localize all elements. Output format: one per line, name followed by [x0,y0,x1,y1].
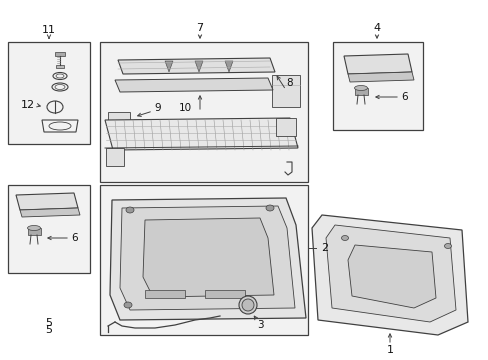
Ellipse shape [27,225,41,230]
Text: 5: 5 [45,318,52,328]
Ellipse shape [239,296,257,314]
Text: 4: 4 [373,23,380,33]
Polygon shape [311,215,467,335]
Polygon shape [354,88,367,95]
Polygon shape [120,206,294,310]
Bar [332,42,422,130]
Ellipse shape [265,205,273,211]
Text: 8: 8 [286,78,293,88]
Ellipse shape [341,235,348,240]
Text: 3: 3 [256,320,263,330]
Polygon shape [224,61,232,72]
Polygon shape [20,208,80,217]
Bar [100,42,307,182]
Text: 7: 7 [196,23,203,33]
Polygon shape [105,118,297,150]
Text: 12: 12 [21,100,35,110]
Bar [8,185,90,273]
Text: 10: 10 [178,103,191,113]
Polygon shape [164,61,173,72]
Ellipse shape [444,243,450,248]
Text: 2: 2 [321,243,328,253]
Bar [271,75,299,107]
Polygon shape [55,52,65,56]
Text: 11: 11 [42,25,56,35]
Polygon shape [110,198,305,320]
Polygon shape [347,72,413,82]
Bar [108,112,130,132]
Polygon shape [16,193,78,210]
Bar [100,185,307,335]
Text: 1: 1 [386,345,393,355]
Text: 6: 6 [72,233,78,243]
Ellipse shape [124,302,132,308]
Polygon shape [325,225,455,322]
Text: 9: 9 [154,103,161,113]
Polygon shape [204,290,244,298]
Bar [8,42,90,144]
Polygon shape [343,54,411,74]
Bar [106,148,124,166]
Ellipse shape [126,207,134,213]
Ellipse shape [354,86,367,90]
Polygon shape [145,290,184,298]
Polygon shape [195,61,203,72]
Polygon shape [28,228,41,235]
Ellipse shape [242,299,253,311]
Polygon shape [115,78,272,92]
Bar [275,118,295,136]
Polygon shape [142,218,273,297]
Text: 6: 6 [401,92,407,102]
Polygon shape [56,65,64,68]
Text: 5: 5 [45,325,52,335]
Polygon shape [118,58,274,74]
Polygon shape [347,245,435,308]
